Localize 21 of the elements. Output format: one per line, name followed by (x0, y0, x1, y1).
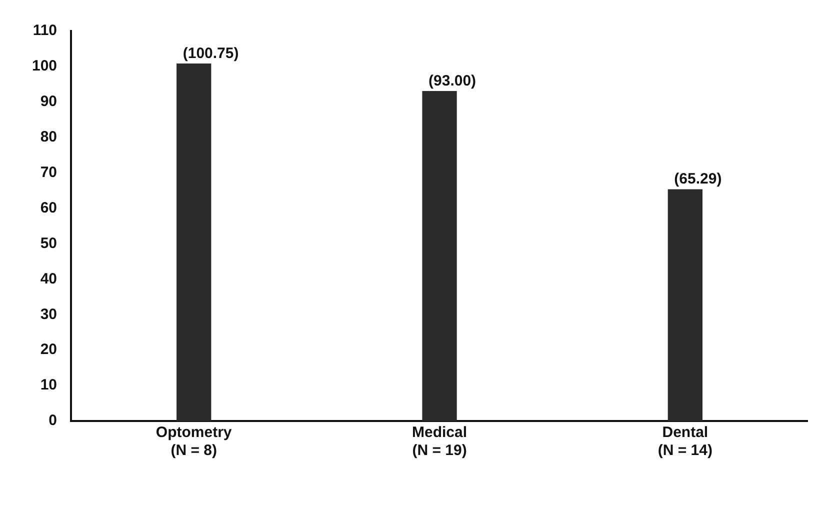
y-tick-label: 100 (32, 58, 58, 75)
y-tick-label: 50 (40, 234, 58, 252)
y-tick-label: 110 (32, 22, 58, 40)
bar (668, 189, 702, 421)
data-label: (65.29) (674, 170, 722, 188)
y-tick-label: 90 (40, 93, 58, 110)
y-tick-label: 30 (40, 306, 58, 323)
y-tick-label: 70 (40, 164, 58, 181)
y-tick-label: 10 (40, 376, 58, 394)
x-tick-label: Dental (N = 14) (658, 424, 712, 460)
data-label: (93.00) (428, 72, 476, 90)
y-tick-label: 80 (40, 128, 58, 146)
y-tick-label: 20 (40, 341, 58, 358)
x-tick-label: Medical (N = 19) (412, 424, 468, 460)
bar (176, 63, 212, 421)
data-label: (100.75) (182, 44, 239, 62)
y-tick-label: 0 (48, 412, 58, 430)
y-tick-label: 40 (40, 270, 58, 288)
bar (422, 90, 457, 421)
x-tick-label: Optometry (N = 8) (156, 424, 232, 460)
y-tick-label: 60 (40, 199, 58, 216)
